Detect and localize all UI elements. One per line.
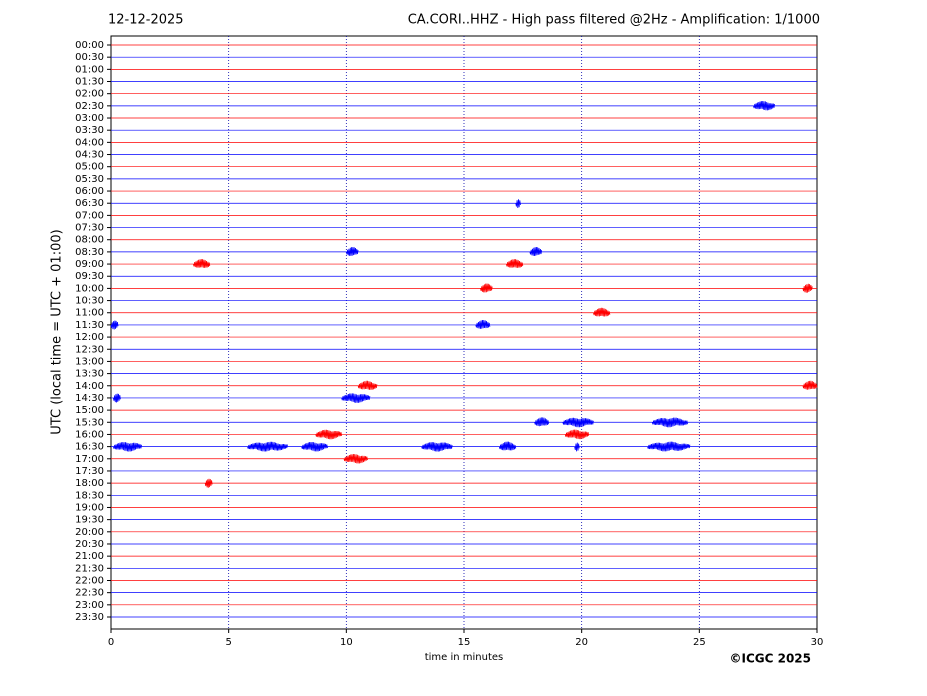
y-tick-label: 20:30 xyxy=(75,539,104,550)
x-axis-label: time in minutes xyxy=(425,652,504,663)
seismic-event xyxy=(562,417,594,428)
y-tick-label: 18:00 xyxy=(75,478,104,489)
seismic-event xyxy=(247,441,288,452)
y-tick-label: 22:00 xyxy=(75,575,104,586)
seismic-event xyxy=(112,442,142,452)
seismic-event xyxy=(343,453,368,464)
seismic-event xyxy=(529,246,543,257)
y-tick-label: 02:30 xyxy=(75,101,104,112)
seismic-event xyxy=(802,283,813,293)
seismic-event xyxy=(341,393,371,403)
y-tick-label: 16:30 xyxy=(75,442,104,453)
x-tick-label: 5 xyxy=(225,637,231,648)
seismic-event xyxy=(534,417,550,427)
seismic-event xyxy=(357,380,378,390)
seismic-event xyxy=(480,283,493,293)
y-tick-label: 20:00 xyxy=(75,527,104,538)
y-tick-label: 00:30 xyxy=(75,52,104,63)
y-tick-label: 01:00 xyxy=(75,64,104,75)
seismic-event xyxy=(651,417,688,428)
y-tick-label: 11:00 xyxy=(75,308,104,319)
seismic-event xyxy=(647,441,691,452)
y-tick-label: 15:30 xyxy=(75,417,104,428)
chart-title: CA.CORI..HHZ - High pass filtered @2Hz -… xyxy=(408,13,820,28)
seismic-event xyxy=(574,442,580,452)
y-tick-label: 00:00 xyxy=(75,40,104,51)
seismic-event xyxy=(505,259,524,268)
y-tick-label: 14:00 xyxy=(75,381,104,392)
y-tick-label: 03:00 xyxy=(75,113,104,124)
y-tick-label: 03:30 xyxy=(75,125,104,136)
y-tick-label: 12:00 xyxy=(75,332,104,343)
y-tick-label: 23:00 xyxy=(75,600,104,611)
y-tick-label: 05:00 xyxy=(75,162,104,173)
y-tick-label: 14:30 xyxy=(75,393,104,404)
y-tick-label: 13:00 xyxy=(75,356,104,367)
seismic-event xyxy=(475,319,491,329)
y-tick-label: 19:00 xyxy=(75,502,104,513)
y-tick-label: 21:30 xyxy=(75,563,104,574)
x-tick-label: 0 xyxy=(108,637,114,648)
seismic-event xyxy=(802,380,818,390)
y-tick-label: 12:30 xyxy=(75,344,104,355)
x-tick-label: 20 xyxy=(575,637,588,648)
y-tick-label: 08:00 xyxy=(75,235,104,246)
y-tick-label: 05:30 xyxy=(75,174,104,185)
y-tick-label: 04:30 xyxy=(75,150,104,161)
y-tick-label: 11:30 xyxy=(75,320,104,331)
y-tick-label: 16:00 xyxy=(75,429,104,440)
y-tick-label: 02:00 xyxy=(75,89,104,100)
y-tick-label: 10:30 xyxy=(75,296,104,307)
y-tick-label: 17:00 xyxy=(75,454,104,465)
seismic-event xyxy=(110,320,119,330)
y-tick-label: 22:30 xyxy=(75,588,104,599)
seismic-event xyxy=(498,441,517,451)
chart-date: 12-12-2025 xyxy=(108,13,184,28)
seismic-event xyxy=(204,478,213,488)
y-tick-label: 09:00 xyxy=(75,259,104,270)
seismic-event xyxy=(515,199,521,209)
x-tick-label: 15 xyxy=(458,637,471,648)
seismic-event xyxy=(315,429,342,440)
y-tick-label: 13:30 xyxy=(75,369,104,380)
y-tick-label: 09:30 xyxy=(75,271,104,282)
y-axis-label: UTC (local time = UTC + 01:00) xyxy=(50,229,65,434)
y-tick-label: 18:30 xyxy=(75,490,104,501)
y-tick-label: 07:30 xyxy=(75,223,104,234)
x-tick-label: 30 xyxy=(811,637,824,648)
y-tick-label: 08:30 xyxy=(75,247,104,258)
y-tick-label: 06:30 xyxy=(75,198,104,209)
x-tick-label: 25 xyxy=(693,637,706,648)
seismic-event xyxy=(345,246,359,257)
seismic-event xyxy=(564,429,590,440)
y-tick-label: 06:00 xyxy=(75,186,104,197)
y-tick-label: 19:30 xyxy=(75,515,104,526)
y-tick-label: 17:30 xyxy=(75,466,104,477)
y-tick-label: 01:30 xyxy=(75,77,104,88)
y-tick-label: 10:00 xyxy=(75,283,104,294)
x-tick-label: 10 xyxy=(340,637,353,648)
seismic-event xyxy=(192,259,211,268)
seismic-event xyxy=(301,441,328,452)
y-tick-label: 21:00 xyxy=(75,551,104,562)
seismic-event xyxy=(421,442,453,452)
y-tick-label: 23:30 xyxy=(75,612,104,623)
seismic-event xyxy=(112,393,121,403)
seismic-event xyxy=(753,100,775,111)
y-tick-label: 04:00 xyxy=(75,137,104,148)
y-tick-label: 07:00 xyxy=(75,210,104,221)
y-tick-label: 15:00 xyxy=(75,405,104,416)
seismic-event xyxy=(593,307,611,317)
copyright: ©ICGC 2025 xyxy=(729,652,811,666)
